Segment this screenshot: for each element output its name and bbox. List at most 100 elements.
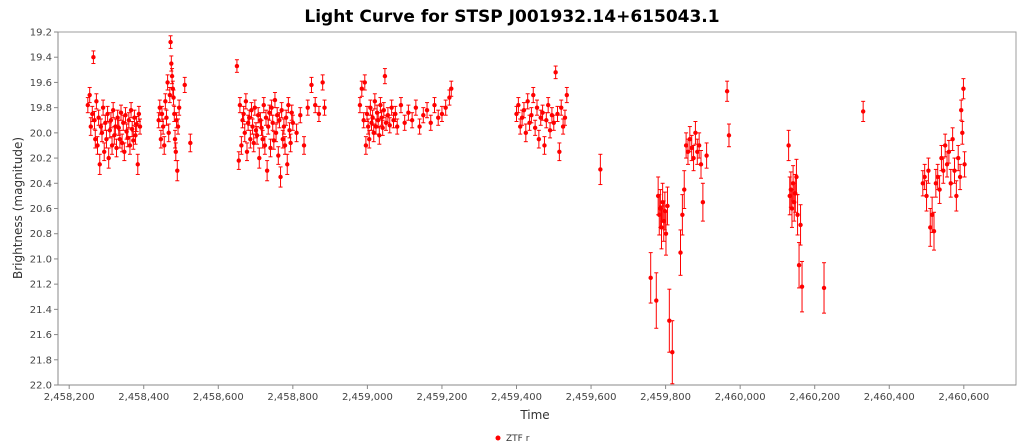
data-marker — [93, 136, 98, 142]
data-marker — [380, 125, 385, 131]
data-point — [94, 93, 99, 110]
data-marker — [398, 102, 404, 108]
data-point — [680, 194, 685, 236]
data-marker — [156, 118, 161, 123]
data-point — [398, 97, 404, 114]
data-marker — [277, 118, 282, 123]
data-marker — [85, 102, 91, 108]
data-point — [122, 142, 127, 162]
data-point — [251, 133, 256, 153]
data-point — [516, 97, 521, 114]
data-point — [92, 110, 97, 130]
data-marker — [381, 107, 386, 113]
data-marker — [704, 153, 709, 158]
data-marker — [169, 61, 174, 66]
data-point — [175, 118, 181, 135]
data-point — [276, 146, 281, 165]
data-point — [553, 65, 558, 80]
data-marker — [313, 102, 318, 108]
data-marker — [385, 113, 391, 118]
data-point — [794, 158, 799, 196]
data-marker — [542, 143, 547, 148]
data-point — [523, 123, 529, 143]
data-point — [424, 102, 430, 119]
data-marker — [188, 140, 193, 146]
data-marker — [443, 105, 448, 110]
data-marker — [254, 133, 260, 138]
data-point — [961, 78, 966, 100]
data-point — [288, 133, 293, 153]
data-marker — [129, 126, 135, 132]
x-tick-label: 2,459,400 — [491, 392, 542, 403]
data-point — [236, 151, 241, 170]
data-marker — [950, 136, 955, 142]
data-point — [786, 129, 791, 162]
data-point — [289, 104, 294, 121]
data-point — [920, 170, 926, 197]
data-marker — [288, 140, 293, 146]
data-marker — [172, 136, 178, 142]
data-point — [260, 129, 265, 149]
data-point — [115, 109, 120, 126]
data-marker — [173, 149, 178, 154]
data-point — [93, 129, 98, 149]
data-marker — [116, 125, 121, 131]
data-point — [598, 153, 603, 186]
data-marker — [100, 105, 106, 110]
data-point — [298, 107, 303, 124]
data-marker — [682, 187, 687, 192]
data-marker — [88, 124, 94, 129]
data-marker — [270, 120, 275, 125]
data-marker — [529, 113, 534, 118]
data-marker — [273, 130, 279, 136]
data-marker — [395, 124, 400, 129]
data-marker — [545, 102, 551, 108]
data-marker — [678, 250, 683, 255]
data-marker — [691, 155, 696, 161]
data-point — [102, 142, 107, 162]
data-point — [123, 107, 128, 124]
y-tick-label: 21.4 — [30, 305, 52, 316]
data-point — [695, 138, 700, 165]
data-marker — [165, 80, 170, 85]
data-marker — [689, 145, 694, 151]
data-marker — [726, 133, 732, 138]
data-point — [285, 153, 290, 175]
data-marker — [255, 113, 261, 118]
data-marker — [159, 111, 165, 117]
data-point — [540, 104, 545, 121]
data-marker — [525, 99, 530, 104]
data-marker — [87, 92, 92, 98]
data-point — [237, 97, 243, 114]
data-marker — [796, 263, 802, 268]
data-point — [421, 107, 426, 124]
y-tick-label: 20.2 — [30, 154, 52, 165]
data-marker — [598, 167, 603, 172]
data-point — [443, 99, 448, 116]
data-point — [696, 132, 702, 159]
data-marker — [285, 162, 290, 167]
data-point — [97, 153, 102, 175]
data-marker — [377, 133, 382, 138]
data-point — [544, 112, 549, 129]
data-marker — [301, 143, 307, 148]
x-tick-label: 2,459,000 — [342, 392, 393, 403]
x-tick-label: 2,460,200 — [789, 392, 840, 403]
data-marker — [413, 105, 419, 110]
data-point — [247, 109, 252, 126]
data-marker — [553, 70, 558, 75]
data-point — [372, 93, 378, 110]
data-marker — [266, 124, 271, 129]
y-tick-label: 19.8 — [30, 103, 52, 114]
data-point — [387, 117, 392, 134]
data-point — [529, 107, 534, 124]
data-marker — [406, 110, 411, 115]
data-marker — [280, 136, 285, 142]
data-marker — [158, 136, 164, 142]
data-marker — [262, 143, 268, 148]
data-marker — [421, 113, 426, 118]
data-marker — [134, 121, 139, 127]
data-marker — [322, 105, 327, 110]
data-point — [262, 136, 268, 155]
